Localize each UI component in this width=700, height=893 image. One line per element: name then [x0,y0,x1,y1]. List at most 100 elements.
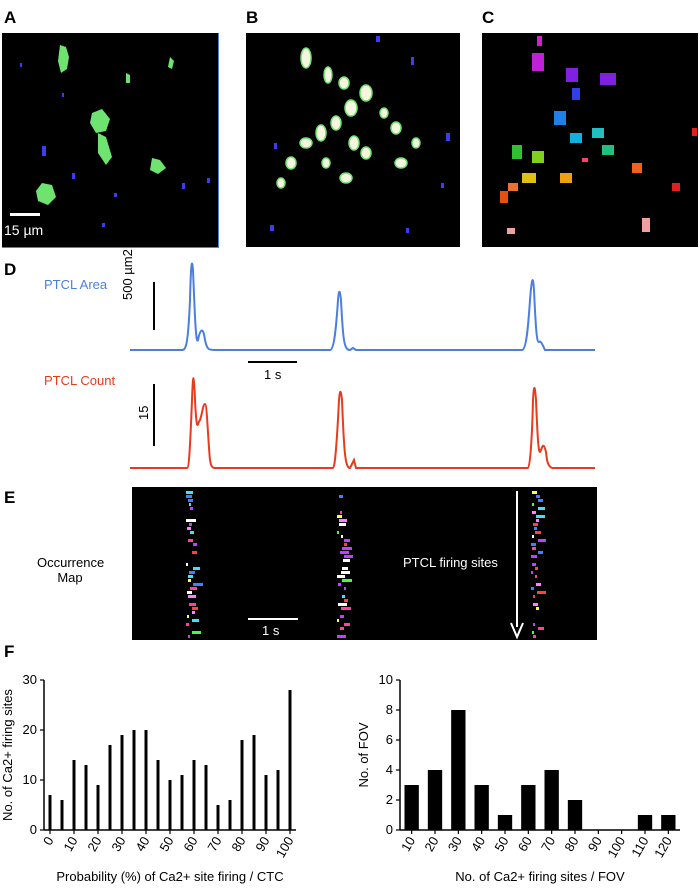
occurrence-mark [344,587,346,590]
bar [240,740,244,830]
bar [288,690,292,830]
occurrence-mark [340,511,342,514]
occurrence-mark [341,535,343,538]
panel-a-particles [20,45,210,227]
x-tick-label: 50 [491,834,511,854]
bar [144,730,148,830]
occurrence-map-label-line1: Occurrence [37,555,105,570]
occurrence-mark [341,607,351,610]
occurrence-mark [192,551,197,554]
occurrence-mark [532,631,534,634]
y-tick-label: 8 [386,702,393,717]
occurrence-mark [342,595,345,598]
panel-e-time-scale-label: 1 s [262,623,280,638]
area-scale-label: 500 µm2 [120,240,135,300]
occurrence-mark [536,583,541,586]
bar [108,745,112,830]
x-tick-label: 30 [445,834,465,854]
occurrence-mark [538,551,543,554]
bar [474,785,489,830]
x-tick-label: 110 [628,834,651,859]
occurrence-mark [192,611,195,614]
occurrence-mark [535,567,538,570]
occurrence-mark [344,539,350,542]
occurrence-mark [188,499,193,502]
x-tick-label: 100 [604,834,628,860]
occurrence-mark [186,623,189,626]
occurrence-mark [189,603,196,606]
area-trace-label: PTCL Area [44,277,108,292]
bar [427,770,443,830]
bar [451,710,466,830]
panel-b-particles [270,36,450,233]
y-tick-label: 0 [386,822,393,837]
occurrence-mark [536,515,545,518]
y-tick-label: 6 [386,732,393,747]
x-tick-label: 80 [561,834,581,854]
x-axis-label: Probability (%) of Ca2+ site firing / CT… [56,869,283,884]
x-tick-label: 60 [180,834,200,854]
bar [60,800,64,830]
occurrence-mark [532,535,534,538]
occurrence-map-label-line2: Map [57,570,83,585]
occurrence-mark [337,515,342,518]
occurrence-mark [193,543,197,546]
bar [521,785,536,830]
panel-d-time-scale-label: 1 s [264,367,282,382]
occurrence-mark [538,507,545,510]
occurrence-mark [533,523,538,526]
occurrence-mark [342,579,352,582]
occurrence-mark [536,495,540,498]
occurrence-mark [536,519,539,522]
occurrence-mark [192,619,199,622]
bar [192,760,196,830]
occurrence-mark [538,627,544,630]
occurrence-mark [189,571,195,574]
occurrence-mark [337,635,346,638]
occurrence-mark [533,635,536,638]
occurrence-mark [533,595,535,598]
bar [544,770,559,830]
occurrence-mark [538,539,546,542]
occurrence-mark [534,527,537,530]
occurrence-mark [187,527,191,530]
bar [228,800,232,830]
y-tick-label: 2 [386,792,393,807]
occurrence-mark [188,595,196,598]
bar [404,785,419,830]
panel-a-image: 15 µm [2,33,219,248]
occurrence-mark [532,563,536,566]
panel-label-b: B [246,8,259,27]
panel-b-image [246,33,460,247]
occurrence-mark [531,571,533,574]
occurrence-mark [533,623,535,626]
occurrence-mark [535,575,537,578]
bar [132,730,136,830]
count-scale-label: 15 [136,405,151,420]
bar [252,735,256,830]
occurrence-mark [187,591,192,594]
bar [637,815,653,830]
bar [48,795,52,830]
occurrence-mark [344,623,350,626]
occurrence-mark [188,579,191,582]
y-tick-label: 20 [23,722,37,737]
panel-label-c: C [482,8,495,27]
occurrence-mark [535,531,541,534]
occurrence-mark [337,619,339,622]
panel-label-d: D [4,260,17,279]
occurrence-mark [193,567,200,570]
occurrence-mark [537,591,546,594]
bar [497,815,513,830]
y-tick-label: 30 [23,672,37,687]
occurrence-mark [532,511,536,514]
x-tick-label: 90 [585,834,605,854]
x-tick-label: 10 [60,834,80,854]
occurrence-mark [188,575,193,578]
x-tick-label: 30 [108,834,128,854]
occurrence-mark [536,607,539,610]
area-scale-text: 500 µm2 [120,249,135,300]
x-tick-label: 90 [252,834,272,854]
